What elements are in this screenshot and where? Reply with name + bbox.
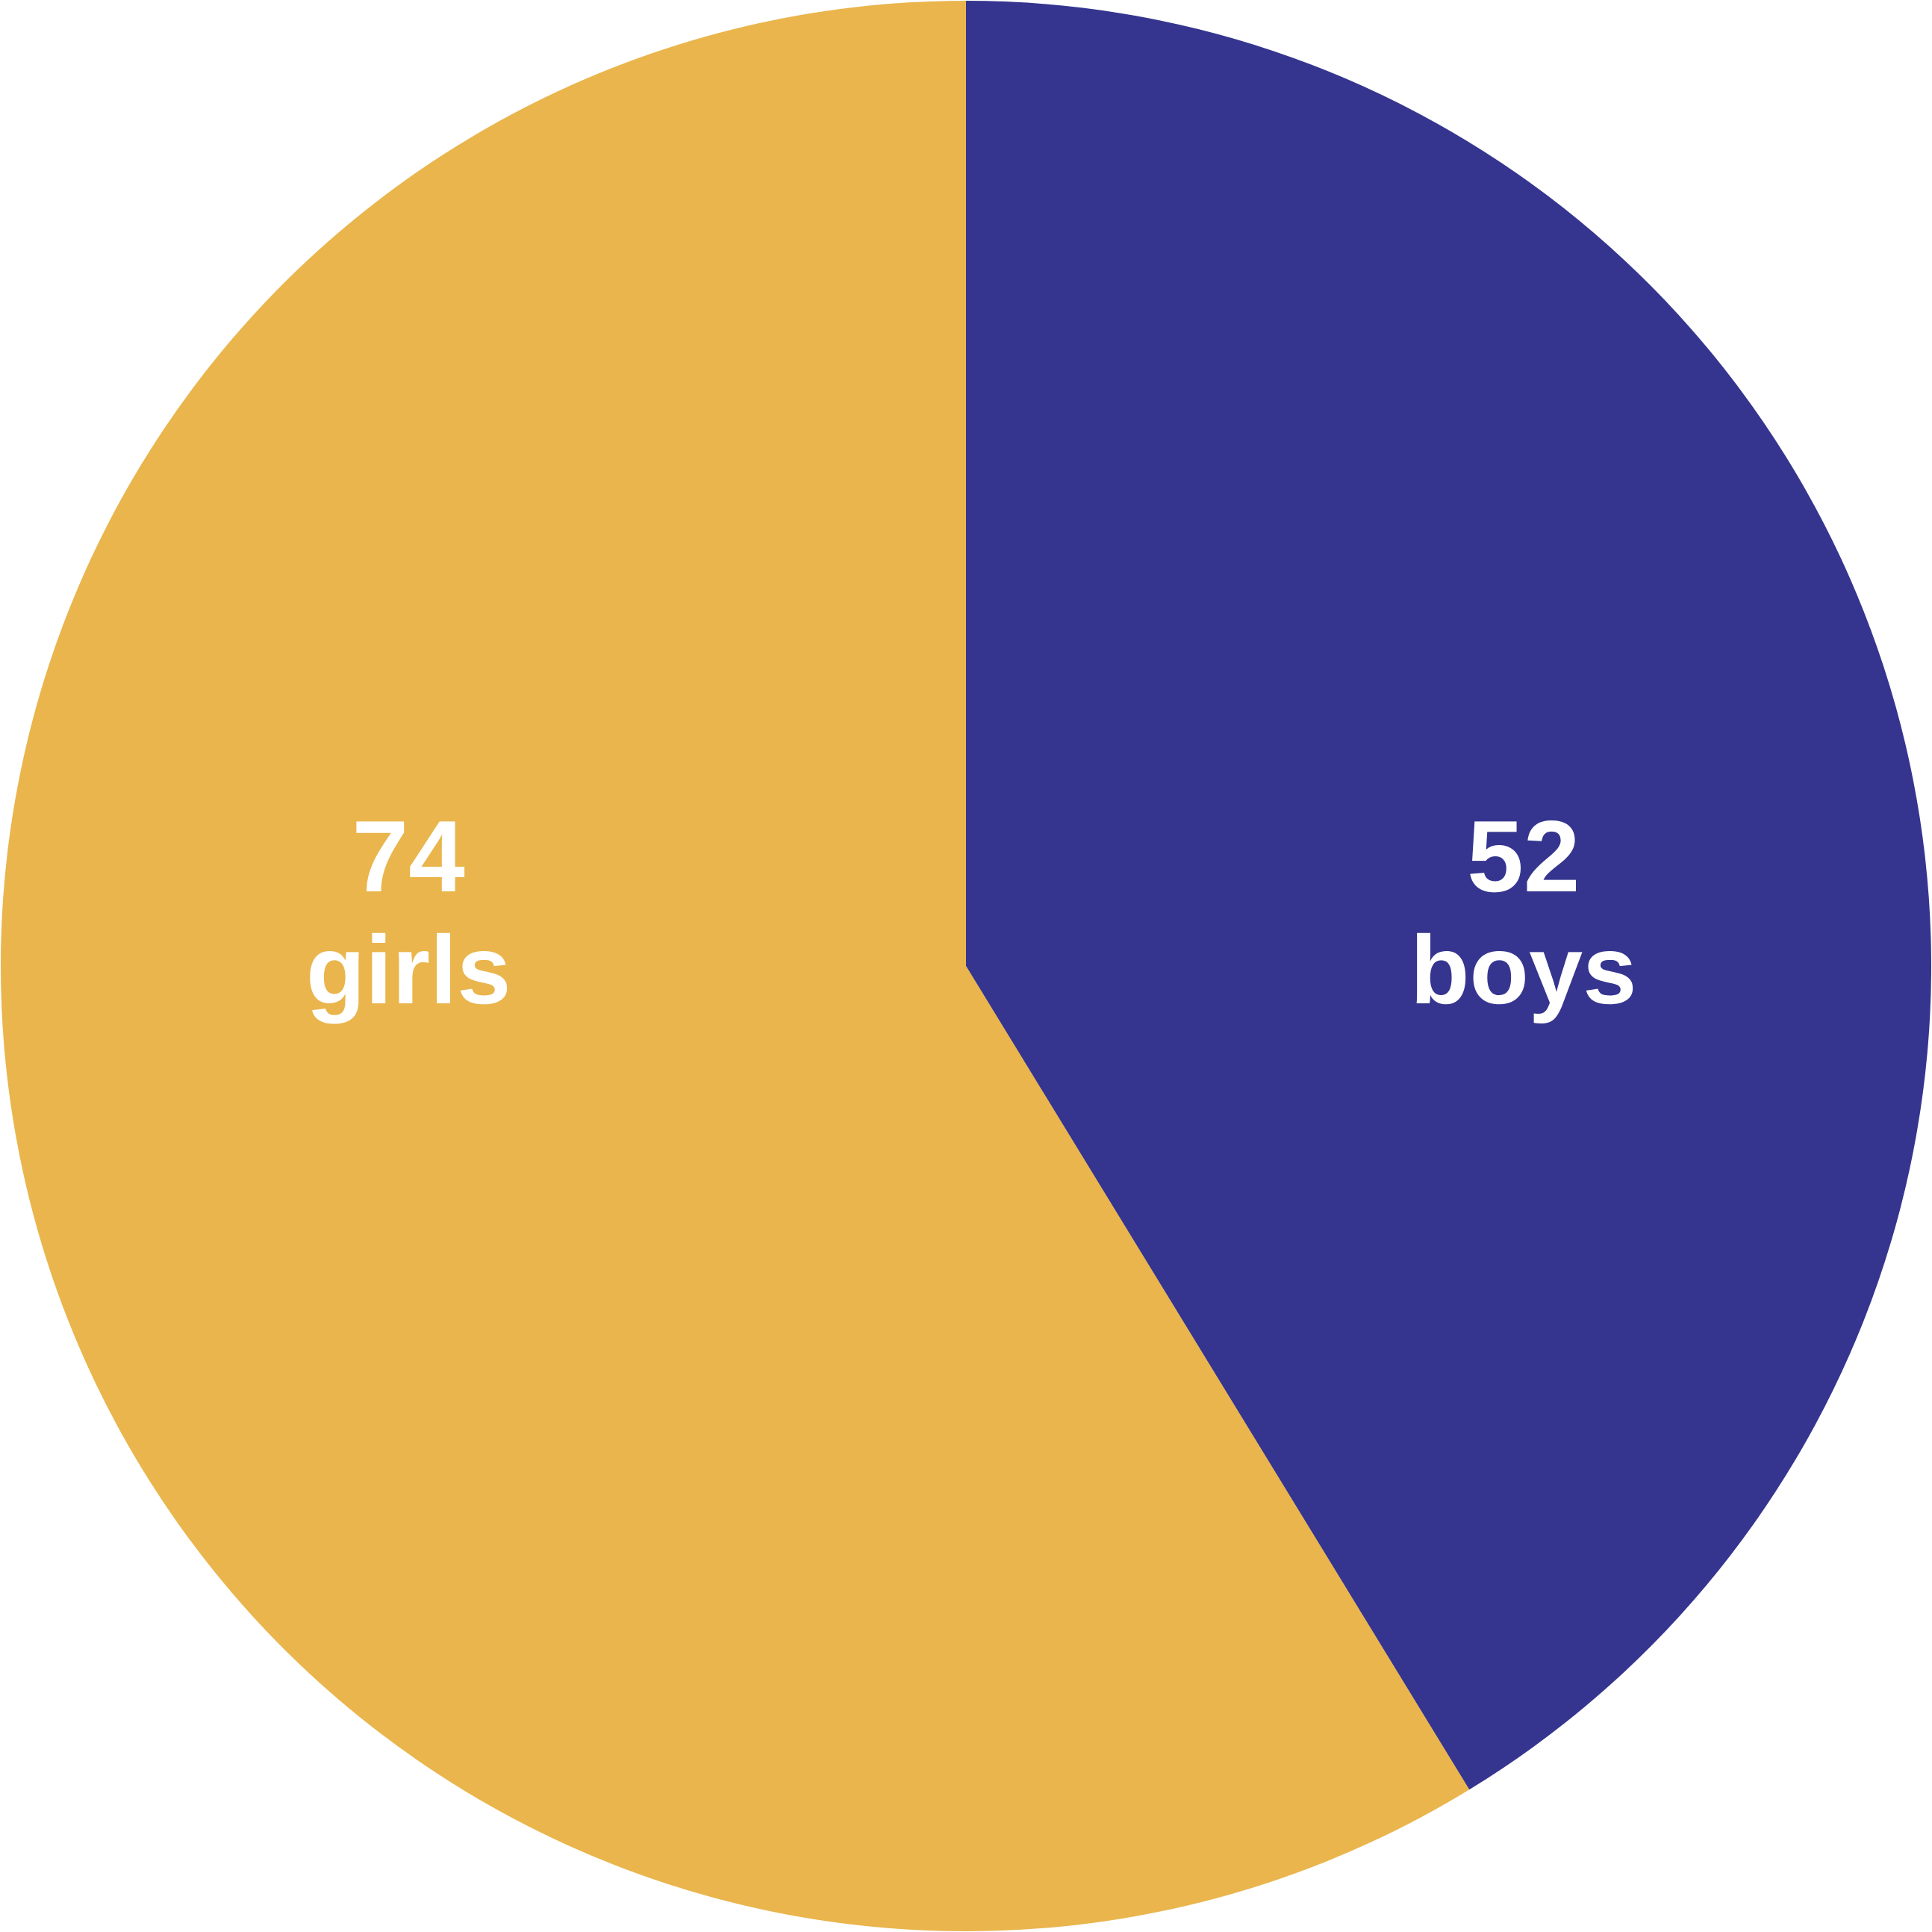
slice-value-boys: 52	[1467, 800, 1580, 913]
slice-label-boys: boys	[1410, 915, 1636, 1024]
slice-label-girls: girls	[306, 915, 511, 1024]
pie-slice-girls	[0, 1, 1470, 1931]
slice-value-girls: 74	[352, 800, 465, 913]
pie-slice-boys	[966, 1, 1931, 1790]
